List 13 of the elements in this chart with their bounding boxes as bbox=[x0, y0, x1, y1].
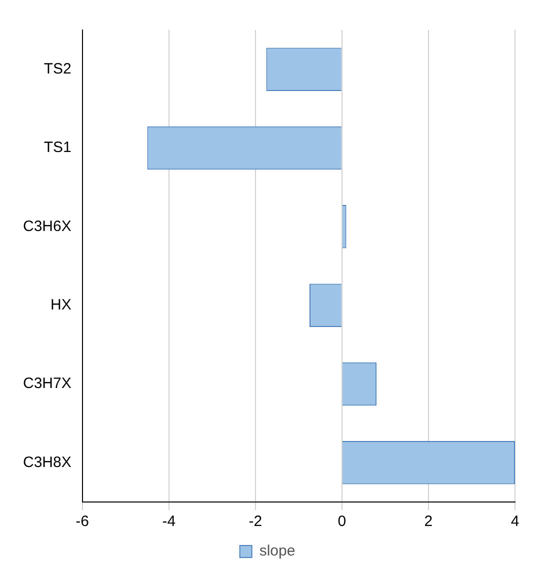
y-tick-label: C3H8X bbox=[22, 454, 72, 471]
x-tick-label: 0 bbox=[338, 513, 346, 530]
x-tick-label: 2 bbox=[424, 513, 433, 530]
x-tick-label: -2 bbox=[248, 513, 262, 530]
y-tick-label: C3H7X bbox=[22, 375, 72, 392]
x-tick-label: -4 bbox=[162, 513, 176, 530]
y-tick-label: HX bbox=[50, 296, 72, 314]
y-tick-label: TS2 bbox=[44, 60, 72, 78]
y-tick-label: C3H6X bbox=[22, 218, 72, 235]
x-tick-label: -6 bbox=[76, 513, 90, 530]
legend-label: slope bbox=[259, 542, 296, 560]
x-tick-label: 4 bbox=[510, 513, 520, 530]
y-tick-label: TS1 bbox=[44, 139, 72, 156]
